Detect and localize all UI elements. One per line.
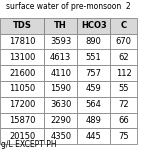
Text: g/L EXCEPT PH: g/L EXCEPT PH (1, 140, 56, 149)
Text: TDS: TDS (13, 21, 32, 30)
Bar (110, 34, 137, 50)
Text: 20150: 20150 (9, 132, 35, 141)
Text: 1590: 1590 (50, 84, 71, 93)
Bar (77, 97, 110, 112)
Bar (77, 128, 110, 144)
Bar (44, 34, 77, 50)
Text: 459: 459 (86, 84, 102, 93)
Text: 13100: 13100 (9, 53, 35, 62)
Text: 2290: 2290 (50, 116, 71, 125)
Text: 3593: 3593 (50, 37, 71, 46)
Bar (110, 112, 137, 128)
Bar (77, 112, 110, 128)
Text: 890: 890 (86, 37, 102, 46)
Bar (0, 97, 44, 112)
Bar (44, 50, 77, 65)
Bar (110, 65, 137, 81)
Text: 564: 564 (86, 100, 102, 109)
Bar (110, 81, 137, 97)
Bar (110, 128, 137, 144)
Bar (0, 50, 44, 65)
Bar (44, 97, 77, 112)
Bar (77, 65, 110, 81)
Bar (77, 50, 110, 65)
Text: 75: 75 (118, 132, 129, 141)
Bar (0, 18, 44, 34)
Bar (0, 112, 44, 128)
Text: 62: 62 (118, 53, 129, 62)
Bar (110, 50, 137, 65)
Bar (44, 81, 77, 97)
Bar (110, 18, 137, 34)
Bar (110, 97, 137, 112)
Bar (44, 18, 77, 34)
Bar (44, 112, 77, 128)
Bar (0, 81, 44, 97)
Bar (0, 18, 137, 34)
Text: 17200: 17200 (9, 100, 35, 109)
Text: 3630: 3630 (50, 100, 71, 109)
Text: C: C (121, 21, 127, 30)
Text: 66: 66 (118, 116, 129, 125)
Text: 112: 112 (116, 69, 132, 78)
Text: 445: 445 (86, 132, 102, 141)
Bar (77, 34, 110, 50)
Bar (77, 81, 110, 97)
Text: 15870: 15870 (9, 116, 35, 125)
Text: 670: 670 (116, 37, 132, 46)
Bar (0, 128, 44, 144)
Bar (0, 65, 44, 81)
Text: 551: 551 (86, 53, 102, 62)
Text: 4613: 4613 (50, 53, 71, 62)
Text: HCO3: HCO3 (81, 21, 107, 30)
Text: 11050: 11050 (9, 84, 35, 93)
Text: 55: 55 (118, 84, 129, 93)
Text: 17810: 17810 (9, 37, 35, 46)
Text: 4350: 4350 (50, 132, 71, 141)
Text: 72: 72 (118, 100, 129, 109)
Bar (77, 18, 110, 34)
Text: 4110: 4110 (50, 69, 71, 78)
Bar (0, 34, 44, 50)
Text: surface water of pre-monsoon  2: surface water of pre-monsoon 2 (6, 2, 131, 11)
Text: TH: TH (54, 21, 67, 30)
Text: 489: 489 (86, 116, 102, 125)
Bar (44, 65, 77, 81)
Text: 21600: 21600 (9, 69, 35, 78)
Bar (44, 128, 77, 144)
Text: 757: 757 (86, 69, 102, 78)
